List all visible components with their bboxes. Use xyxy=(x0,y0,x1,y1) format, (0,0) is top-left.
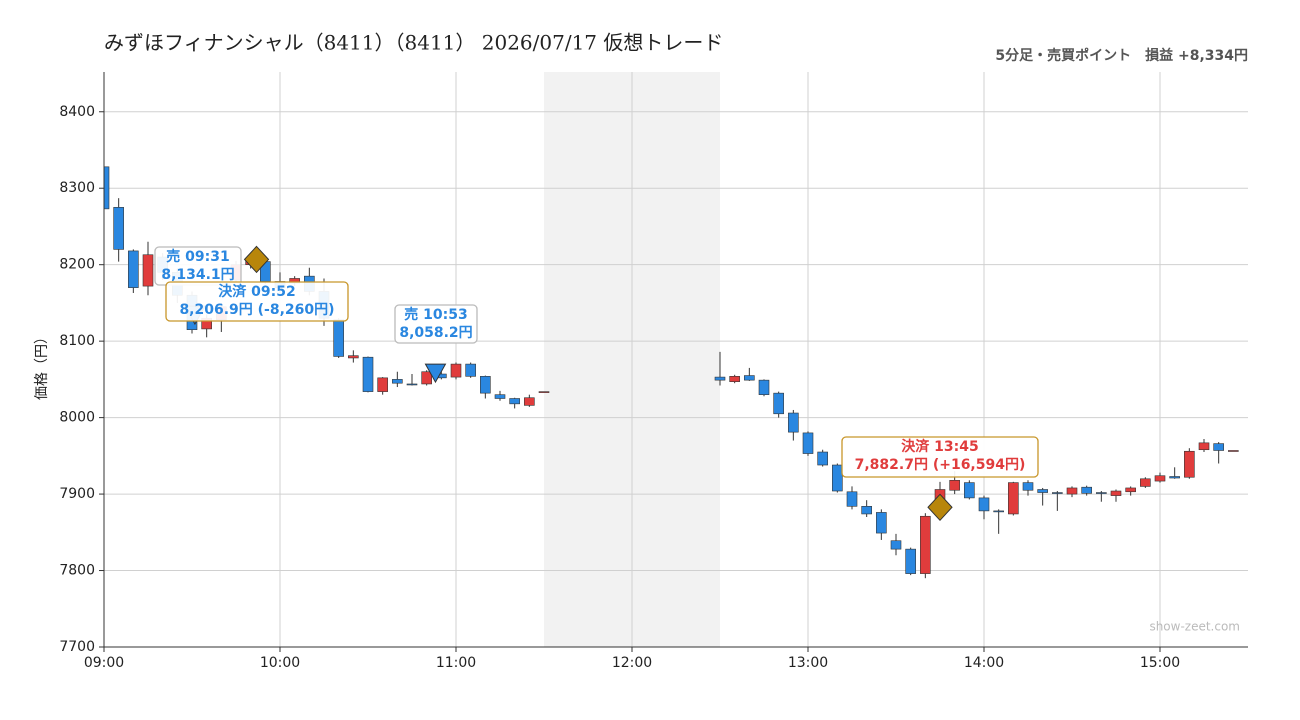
candle-body xyxy=(1184,450,1195,478)
candle-body xyxy=(1066,487,1078,495)
candle-body xyxy=(509,398,520,405)
x-tick-label: 12:00 xyxy=(612,655,652,671)
candle-body xyxy=(788,412,799,433)
trade-label: 7,882.7円 (+16,594円) xyxy=(855,457,1026,473)
plot-area xyxy=(104,72,1248,647)
candle-body xyxy=(846,491,858,507)
candle-body xyxy=(1052,492,1063,494)
candle-body xyxy=(876,512,887,534)
candle-body xyxy=(392,379,403,384)
y-tick-label: 8000 xyxy=(59,410,95,426)
trade-label: 8,206.9円 (-8,260円) xyxy=(179,302,334,318)
candle-body xyxy=(113,207,124,250)
trade-label: 売 10:53 xyxy=(404,306,467,323)
candle-body xyxy=(817,451,828,466)
y-tick-label: 7900 xyxy=(59,486,95,502)
summary: 5分足・売買ポイント 損益 +8,334円 xyxy=(995,47,1248,64)
candle-body xyxy=(832,464,843,492)
y-axis-label: 価格（円） xyxy=(34,330,50,400)
y-tick-label: 8200 xyxy=(59,257,95,273)
candle-body xyxy=(538,391,550,393)
candle-body xyxy=(1154,475,1166,482)
candle-body xyxy=(494,394,506,399)
chart-title: みずほフィナンシャル（8411）（8411） 2026/07/17 仮想トレード xyxy=(104,31,723,55)
x-tick-label: 10:00 xyxy=(260,655,300,671)
x-tick-label: 11:00 xyxy=(436,655,476,671)
trade-label-box xyxy=(394,304,478,344)
trade-label-box xyxy=(841,436,1039,478)
trade-marker xyxy=(927,493,953,522)
y-tick-label: 8300 xyxy=(59,180,95,196)
candle-body xyxy=(758,379,770,395)
candle-body xyxy=(949,480,960,491)
x-tick-label: 15:00 xyxy=(1140,655,1180,671)
candle-body xyxy=(480,376,491,394)
candle-body xyxy=(1022,482,1034,491)
watermark: show-zeet.com xyxy=(1149,620,1240,634)
y-tick-label: 7700 xyxy=(59,639,95,655)
candle-body xyxy=(802,432,814,454)
candle-body xyxy=(1213,443,1224,451)
candle-body xyxy=(104,166,110,210)
candle-body xyxy=(421,371,432,385)
trade-marker xyxy=(424,363,447,384)
candle-body xyxy=(1169,476,1180,479)
trade-label: 8,134.1円 xyxy=(161,267,234,283)
x-tick-label: 14:00 xyxy=(964,655,1004,671)
y-tick-label: 8400 xyxy=(59,104,95,120)
trade-label: 売 09:31 xyxy=(166,248,229,265)
candle-body xyxy=(920,515,931,574)
y-tick-label: 8100 xyxy=(59,333,95,349)
candle-body xyxy=(377,377,388,392)
candle-body xyxy=(406,383,418,386)
candle-body xyxy=(978,497,990,512)
x-tick-label: 09:00 xyxy=(84,655,124,671)
candle-body xyxy=(861,506,872,515)
candle-body xyxy=(729,376,740,382)
candle-body xyxy=(1125,487,1136,493)
candle-body xyxy=(1140,478,1151,487)
trade-label: 決済 13:45 xyxy=(901,438,978,455)
trade-marker xyxy=(243,245,270,274)
candle-body xyxy=(524,397,535,406)
trade-label: 8,058.2円 xyxy=(399,325,472,341)
candle-body xyxy=(128,250,139,288)
candle-body xyxy=(993,510,1004,513)
candle-body xyxy=(1096,492,1107,494)
x-tick-label: 13:00 xyxy=(788,655,828,671)
candle-body xyxy=(1081,486,1092,494)
candle-body xyxy=(465,363,476,377)
candle-body xyxy=(142,254,154,287)
candle-body xyxy=(714,376,726,381)
candle-body xyxy=(744,375,755,381)
candle-body xyxy=(333,319,344,357)
candle-body xyxy=(890,540,902,550)
candle-body xyxy=(905,548,916,574)
candle-body xyxy=(450,363,462,378)
candle-body xyxy=(362,356,374,392)
candle-body xyxy=(348,355,359,359)
candle-body xyxy=(773,392,784,415)
candle-body xyxy=(1198,442,1210,451)
candle-body xyxy=(1228,450,1239,452)
candle-body xyxy=(1110,490,1122,496)
candle-body xyxy=(964,482,975,499)
candle-body xyxy=(1008,482,1019,515)
trade-label: 決済 09:52 xyxy=(218,283,295,300)
y-tick-label: 7800 xyxy=(59,563,95,579)
candle-body xyxy=(1037,489,1048,493)
trade-label-box xyxy=(165,281,349,322)
